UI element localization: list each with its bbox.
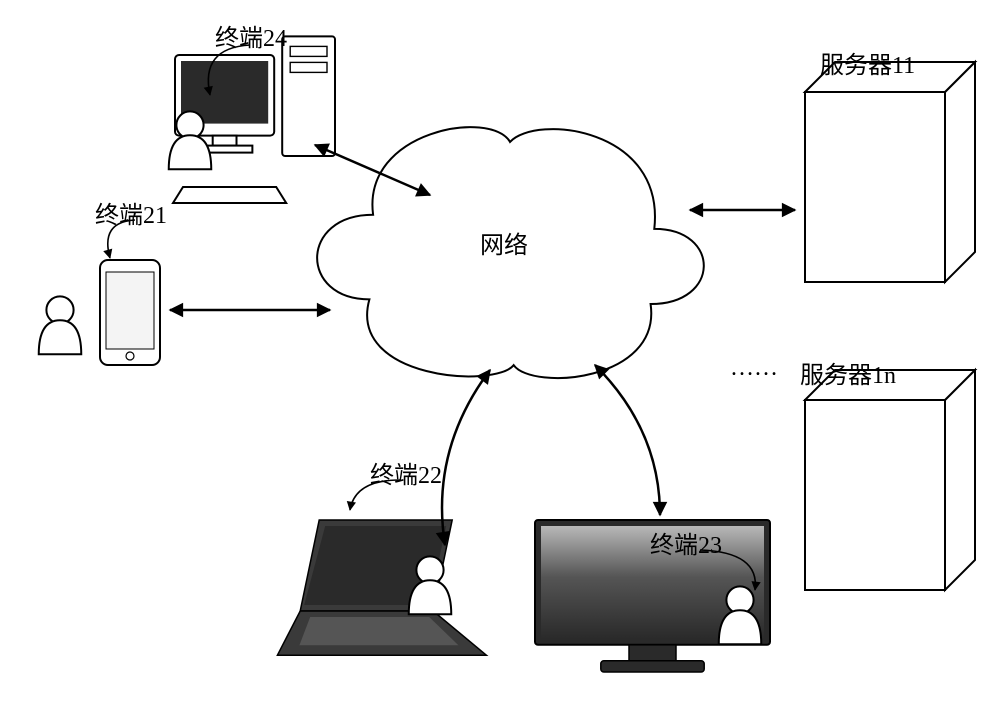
label-cloud: 网络 xyxy=(480,225,528,260)
label-terminal23: 终端23 xyxy=(650,525,722,560)
label-terminal21: 终端21 xyxy=(95,195,167,230)
phone-device xyxy=(100,260,160,365)
label-server1n: 服务器1n xyxy=(800,355,896,390)
label-terminal22: 终端22 xyxy=(370,455,442,490)
diagram-root: 网络 终端21 终端22 终端23 终端24 服务器11 服务器1n …… xyxy=(0,0,1000,720)
label-server11: 服务器11 xyxy=(820,45,915,80)
label-ellipsis: …… xyxy=(730,355,778,382)
laptop-device xyxy=(277,520,486,655)
arrow-t22-cloud xyxy=(442,370,490,545)
server-1n xyxy=(805,370,975,590)
server-11 xyxy=(805,62,975,282)
arrow-t23-cloud xyxy=(595,365,660,515)
person-icon xyxy=(39,296,82,354)
label-terminal24: 终端24 xyxy=(215,18,287,53)
